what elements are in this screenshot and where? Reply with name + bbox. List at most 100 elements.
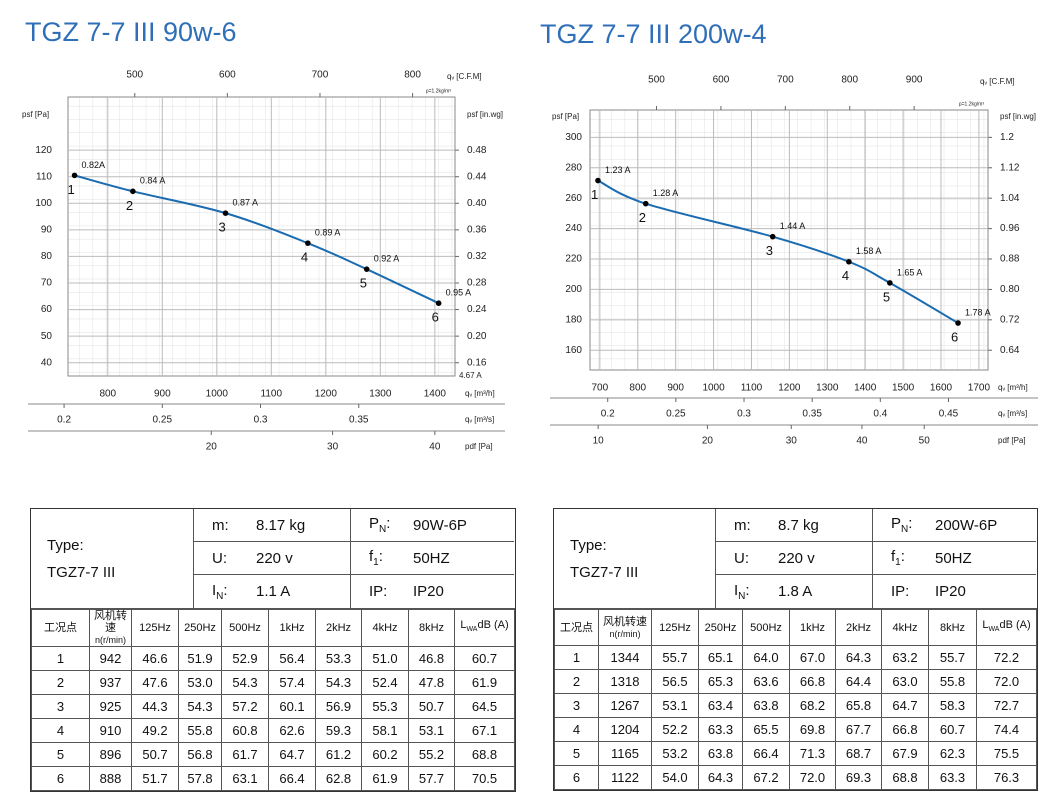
data-cell: 62.3 <box>928 741 977 766</box>
spec-key: IN: <box>734 582 778 602</box>
text: 工况点 <box>560 621 593 634</box>
spec-value: IP20 <box>935 583 966 600</box>
y-tick-label: 120 <box>35 145 52 156</box>
data-cell: 55.7 <box>651 645 699 670</box>
data-cell: 65.1 <box>698 645 743 670</box>
x2-axis-label: qᵥ [C.F.M] <box>980 77 1015 86</box>
x-tick-label: 1000 <box>206 389 229 400</box>
data-cell: 2 <box>31 670 90 695</box>
x-tick-label: 900 <box>154 389 171 400</box>
y2-tick-label: 0.96 <box>1000 223 1020 234</box>
spec-item: IN: 1.1 A <box>194 575 351 608</box>
text: 2kHz <box>845 621 872 634</box>
data-cell: 51.7 <box>131 766 179 791</box>
current-label: 0.82A <box>82 160 106 170</box>
current-label: 0.95 A <box>446 288 472 298</box>
text: 风机转速 <box>94 610 127 634</box>
operating-point <box>769 233 776 240</box>
x2-tick-label: 900 <box>906 75 923 86</box>
x2-tick-label: 700 <box>777 75 794 86</box>
text: 2kHz <box>325 622 352 634</box>
spec-key: IP: <box>369 583 413 600</box>
spec-key: m: <box>212 517 256 534</box>
data-cell: 55.2 <box>408 742 455 767</box>
text: dB (A) <box>477 619 509 632</box>
x3-tick-label: 0.45 <box>939 409 959 420</box>
data-cell: 942 <box>89 646 132 671</box>
text: m: <box>212 516 229 534</box>
y-tick-label: 90 <box>41 224 53 235</box>
data-cell: 53.0 <box>178 670 222 695</box>
y-tick-label: 50 <box>41 331 53 342</box>
point-number: 6 <box>432 310 439 325</box>
text: 500Hz <box>229 622 261 634</box>
data-row: 5 896 50.7 56.8 61.7 64.7 61.2 60.2 55.2 68.8 <box>31 742 515 767</box>
text: : <box>900 548 905 565</box>
data-cell: 53.1 <box>651 693 699 718</box>
x4-tick-label: 40 <box>856 436 868 447</box>
point-number: 1 <box>591 187 598 202</box>
spec-key: IN: <box>212 582 256 602</box>
data-cell: 54.3 <box>221 670 269 695</box>
x3-tick-label: 0.25 <box>153 415 173 426</box>
text: m: <box>734 516 751 534</box>
data-cell: 58.1 <box>361 718 409 743</box>
data-cell: 65.3 <box>698 669 743 694</box>
spec-item: IP: IP20 <box>873 575 1036 608</box>
text: L <box>982 618 989 631</box>
x3-tick-label: 0.3 <box>254 415 268 426</box>
data-cell: 56.5 <box>651 669 699 694</box>
operating-point <box>222 210 229 216</box>
point-number: 3 <box>219 220 226 235</box>
subscript: N <box>738 590 746 602</box>
text: 1kHz <box>279 622 305 634</box>
operating-point <box>71 172 78 179</box>
point-number: 2 <box>126 198 133 213</box>
data-row: 5 1165 53.2 63.8 66.4 71.3 68.7 67.9 62.3 75.5 <box>554 741 1037 766</box>
data-cell: 60.1 <box>268 694 316 719</box>
data-cell: 60.7 <box>454 646 515 671</box>
x-axis-label: qᵥ [m³/h] <box>998 383 1028 392</box>
data-cell: 69.8 <box>789 717 836 742</box>
y2-tick-label: 0.24 <box>467 304 487 315</box>
x3-tick-label: 0.4 <box>873 409 887 420</box>
current-label: 1.58 A <box>856 246 882 256</box>
point-number: 5 <box>360 276 367 291</box>
data-cell: 1 <box>31 646 90 671</box>
data-row: 6 1122 54.0 64.3 67.2 72.0 69.3 68.8 63.3 76.3 <box>554 765 1037 790</box>
data-row: 6 888 51.7 57.8 63.1 66.4 62.8 61.9 57.7 70.5 <box>31 766 515 791</box>
x3-axis-label: qᵥ [m³/s] <box>998 409 1027 418</box>
current-label: 0.89 A <box>315 228 341 238</box>
data-row: 2 937 47.6 53.0 54.3 57.4 54.3 52.4 47.8 61.9 <box>31 670 515 695</box>
data-cell: 68.7 <box>835 741 882 766</box>
point-number: 6 <box>951 329 958 344</box>
data-row: 4 910 49.2 55.8 60.8 62.6 59.3 58.1 53.1 67.1 <box>31 718 515 743</box>
data-cell: 6 <box>554 765 599 790</box>
x-tick-label: 1400 <box>424 389 447 400</box>
data-cell: 67.0 <box>789 645 836 670</box>
type-label: Type: <box>47 536 84 554</box>
data-cell: 63.8 <box>698 741 743 766</box>
x4-tick-label: 10 <box>593 436 605 447</box>
y-tick-label: 280 <box>565 162 582 173</box>
data-cell: 59.3 <box>315 718 362 743</box>
text: 1kHz <box>799 621 826 634</box>
data-cell: 67.9 <box>881 741 929 766</box>
data-cell: 64.7 <box>881 693 929 718</box>
header-cell: 500Hz <box>221 609 269 647</box>
data-cell: 63.1 <box>221 766 269 791</box>
spec-item: f1: 50HZ <box>873 542 1036 575</box>
data-cell: 3 <box>554 693 599 718</box>
y-tick-label: 220 <box>565 254 582 265</box>
data-cell: 69.3 <box>835 765 882 790</box>
y2-tick-label: 0.32 <box>467 251 487 262</box>
text: f <box>369 548 374 565</box>
point-number: 5 <box>883 289 890 304</box>
text: : <box>386 515 391 532</box>
spec-item: PN: 90W-6P <box>351 509 514 542</box>
data-cell: 63.3 <box>698 717 743 742</box>
header-row: 工况点 风机转速 n(r/min) 125Hz 250Hz 500Hz 1kHz 2kHz 4k… <box>31 609 515 647</box>
text: L <box>460 619 467 632</box>
